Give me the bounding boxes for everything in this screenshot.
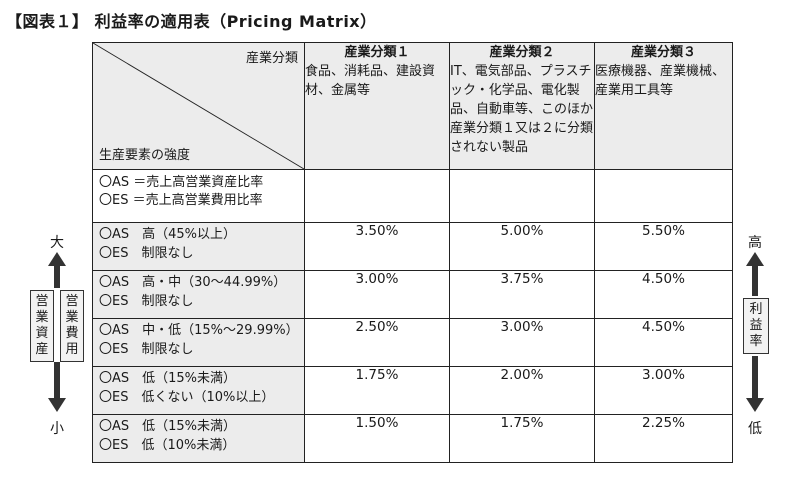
row-as: 〇AS 低（15%未満） [99, 371, 237, 386]
row-label: 〇AS 低（15%未満） 〇ES 低（10%未満） [92, 414, 305, 463]
row-es: 〇ES 制限なし [99, 342, 194, 357]
rate-cell: 1.50% [304, 414, 450, 463]
row-as: 〇AS 低（15%未満） [99, 419, 237, 434]
rate-cell: 2.25% [594, 414, 733, 463]
column-name: 産業分類２ [489, 45, 555, 60]
table-row: 〇AS 低（15%未満） 〇ES 低くない（10%以上） 1.75% 2.00%… [92, 366, 733, 415]
rate-cell: 2.00% [449, 366, 595, 415]
arrow-up-icon [746, 252, 764, 266]
header-row: 産業分類 生産要素の強度 産業分類１ 食品、消耗品、建設資材、金属等 産業分類２… [92, 42, 733, 170]
column-desc: 医療機器、産業機械、産業用工具等 [595, 64, 726, 98]
diagonal-line [93, 43, 304, 169]
arrow-shaft [54, 266, 60, 288]
rate-cell: 2.50% [304, 318, 450, 367]
left-axis-top-label: 大 [50, 235, 64, 251]
arrow-shaft [752, 266, 758, 296]
column-desc: 食品、消耗品、建設資材、金属等 [305, 64, 436, 98]
rate-cell: 1.75% [304, 366, 450, 415]
row-es: 〇ES 低（10%未満） [99, 438, 236, 453]
rate-cell: 3.75% [449, 270, 595, 319]
definition-cell: 〇AS ＝売上高営業資産比率 〇ES ＝売上高営業費用比率 [92, 169, 305, 223]
column-desc: IT、電気部品、プラスチック・化学品、電化製品、自動車等、このほか産業分類１又は… [450, 64, 594, 155]
arrow-down-icon [48, 398, 66, 412]
row-es: 〇ES 低くない（10%以上） [99, 390, 275, 405]
right-axis-bottom-label: 低 [748, 421, 762, 437]
empty-cell [594, 169, 733, 223]
row-label: 〇AS 高・中（30〜44.99%） 〇ES 制限なし [92, 270, 305, 319]
corner-top-label: 産業分類 [245, 51, 298, 66]
column-name: 産業分類１ [344, 45, 410, 60]
definition-row: 〇AS ＝売上高営業資産比率 〇ES ＝売上高営業費用比率 [92, 169, 733, 223]
empty-cell [304, 169, 450, 223]
row-es: 〇ES 制限なし [99, 246, 194, 261]
arrow-down-icon [746, 398, 764, 412]
rate-cell: 5.00% [449, 222, 595, 271]
rate-cell: 4.50% [594, 318, 733, 367]
corner-cell: 産業分類 生産要素の強度 [92, 42, 305, 170]
column-header-2: 産業分類２ IT、電気部品、プラスチック・化学品、電化製品、自動車等、このほか産… [449, 42, 595, 170]
left-axis-box-assets: 営 業 資 産 [30, 290, 54, 362]
right-axis-box-profit: 利 益 率 [743, 298, 769, 354]
row-as: 〇AS 高・中（30〜44.99%） [99, 275, 287, 290]
arrow-shaft [54, 362, 60, 400]
table-row: 〇AS 高（45%以上） 〇ES 制限なし 3.50% 5.00% 5.50% [92, 222, 733, 271]
rate-cell: 3.00% [449, 318, 595, 367]
rate-cell: 3.50% [304, 222, 450, 271]
arrow-up-icon [48, 252, 66, 266]
row-label: 〇AS 中・低（15%〜29.99%） 〇ES 制限なし [92, 318, 305, 367]
table-row: 〇AS 中・低（15%〜29.99%） 〇ES 制限なし 2.50% 3.00%… [92, 318, 733, 367]
arrow-shaft [752, 356, 758, 400]
row-label: 〇AS 高（45%以上） 〇ES 制限なし [92, 222, 305, 271]
rate-cell: 3.00% [594, 366, 733, 415]
column-header-1: 産業分類１ 食品、消耗品、建設資材、金属等 [304, 42, 450, 170]
definition-es: 〇ES ＝売上高営業費用比率 [99, 193, 263, 208]
row-as: 〇AS 中・低（15%〜29.99%） [99, 323, 299, 338]
left-axis-bottom-label: 小 [50, 421, 64, 437]
row-as: 〇AS 高（45%以上） [99, 227, 237, 242]
table-row: 〇AS 低（15%未満） 〇ES 低（10%未満） 1.50% 1.75% 2.… [92, 414, 733, 463]
row-label: 〇AS 低（15%未満） 〇ES 低くない（10%以上） [92, 366, 305, 415]
pricing-matrix-table: 産業分類 生産要素の強度 産業分類１ 食品、消耗品、建設資材、金属等 産業分類２… [92, 42, 733, 463]
right-axis-top-label: 高 [748, 235, 762, 251]
table-row: 〇AS 高・中（30〜44.99%） 〇ES 制限なし 3.00% 3.75% … [92, 270, 733, 319]
column-header-3: 産業分類３ 医療機器、産業機械、産業用工具等 [594, 42, 733, 170]
rate-cell: 3.00% [304, 270, 450, 319]
definition-as: 〇AS ＝売上高営業資産比率 [99, 175, 264, 190]
rate-cell: 5.50% [594, 222, 733, 271]
row-es: 〇ES 制限なし [99, 294, 194, 309]
left-axis-box-expenses: 営 業 費 用 [60, 290, 84, 362]
rate-cell: 4.50% [594, 270, 733, 319]
corner-bottom-label: 生産要素の強度 [99, 148, 191, 163]
column-name: 産業分類３ [630, 45, 696, 60]
rate-cell: 1.75% [449, 414, 595, 463]
page-title: 【図表１】 利益率の適用表（Pricing Matrix） [6, 12, 377, 31]
empty-cell [449, 169, 595, 223]
